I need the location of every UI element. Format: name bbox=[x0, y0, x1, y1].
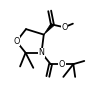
Text: O: O bbox=[61, 23, 67, 32]
Text: O: O bbox=[13, 37, 20, 46]
Text: N: N bbox=[39, 48, 44, 57]
Text: O: O bbox=[59, 60, 65, 69]
Polygon shape bbox=[44, 23, 54, 35]
